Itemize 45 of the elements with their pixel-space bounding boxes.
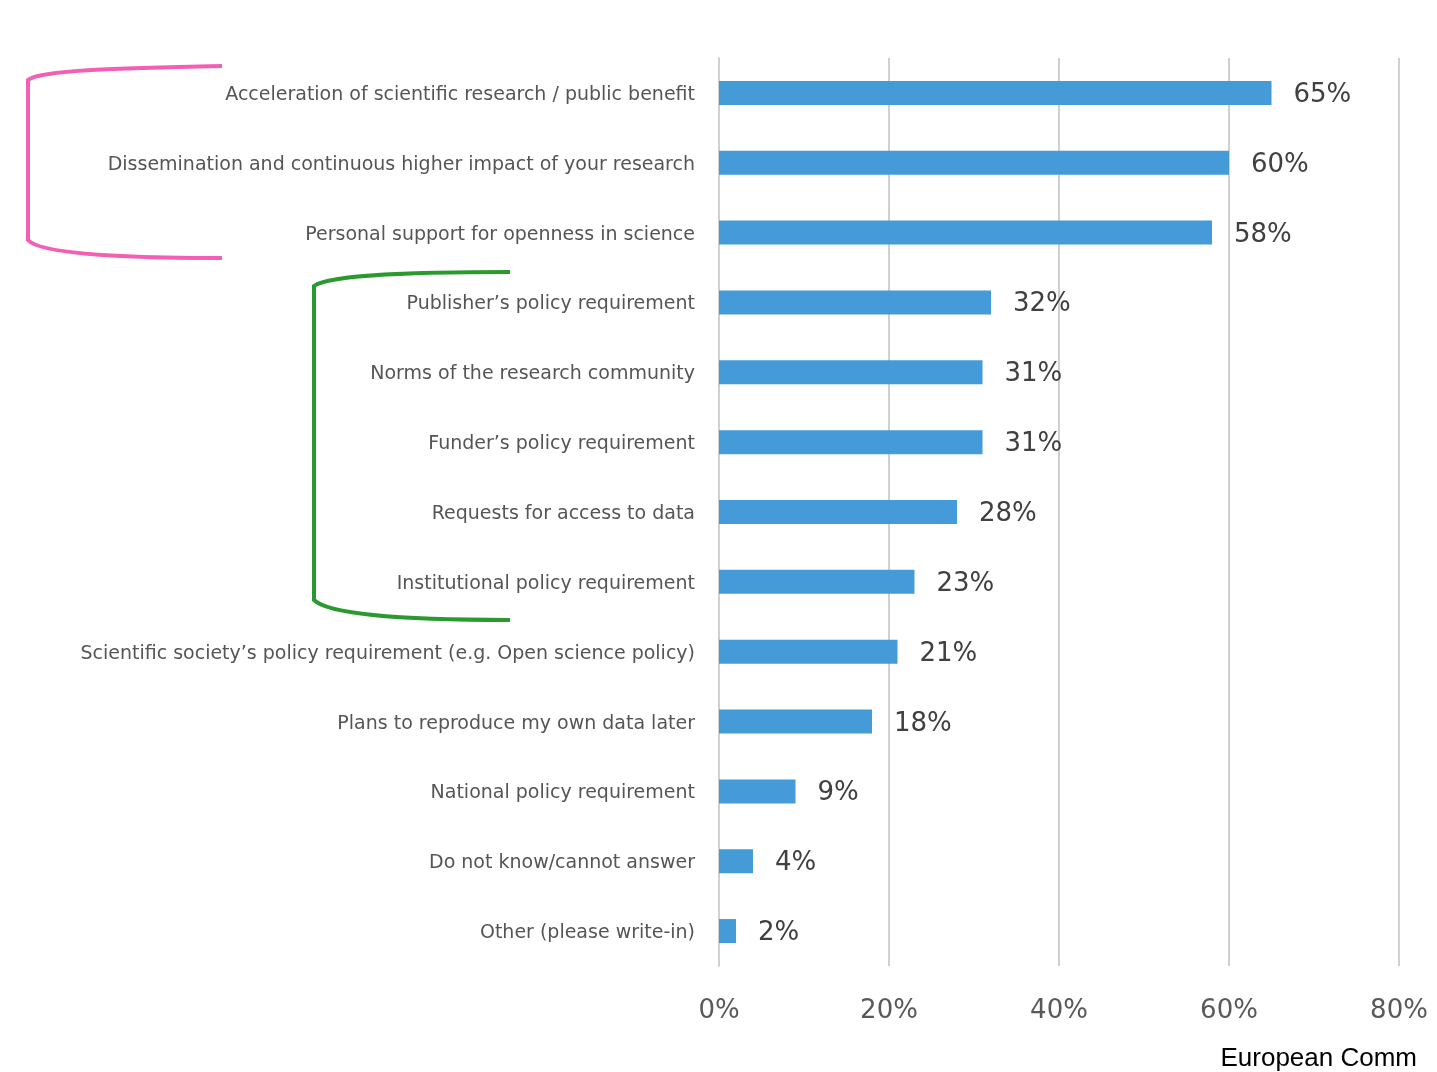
bar [719,639,898,664]
data-label: 58% [1234,217,1292,248]
data-label: 21% [919,636,978,667]
data-label: 4% [775,846,817,877]
bar [719,360,983,385]
data-label: 9% [817,776,859,807]
y-tick-label: Institutional policy requirement [396,570,695,593]
y-tick-label: Personal support for openness in science [305,221,695,244]
data-label: 32% [1013,287,1071,318]
y-tick-label: Norms of the research community [370,361,695,384]
data-label: 31% [1004,357,1063,388]
y-tick-label: National policy requirement [430,780,695,803]
bar [719,500,957,524]
y-tick-label: Scientific society’s policy requirement (e.g. Open science policy) [80,640,695,663]
y-tick-label: Plans to reproduce my own data later [337,710,696,733]
bar [719,709,872,734]
data-label: 60% [1251,147,1309,178]
x-tick-label: 80% [1370,994,1428,1024]
y-tick-label: Funder’s policy requirement [428,431,695,454]
y-tick-label: Dissemination and continuous higher impact of your research [107,151,695,174]
bar [719,290,991,315]
x-tick-label: 0% [698,994,740,1024]
y-tick-label: Other (please write-in) [479,920,695,943]
y-tick-label: Do not know/cannot answer [429,850,696,873]
x-tick-label: 40% [1030,994,1088,1024]
bar [719,569,915,594]
data-label: 2% [758,916,800,947]
data-label: 28% [979,497,1037,527]
y-tick-label: Requests for access to data [431,501,695,523]
bar [719,80,1272,105]
bar [719,919,736,944]
data-label: 18% [894,706,952,737]
y-tick-label: Acceleration of scientific research / public benefit [225,81,695,104]
data-label: 65% [1293,77,1352,108]
data-label: 31% [1004,427,1063,458]
bar [719,220,1212,245]
bar [719,779,796,804]
x-tick-label: 60% [1200,994,1258,1024]
bar [719,150,1229,175]
bar [719,849,753,874]
bar [719,430,983,455]
y-tick-label: Publisher’s policy requirement [406,291,695,314]
text: European Comm [1220,1042,1418,1072]
data-label: 23% [936,566,995,597]
x-tick-label: 20% [860,994,918,1024]
